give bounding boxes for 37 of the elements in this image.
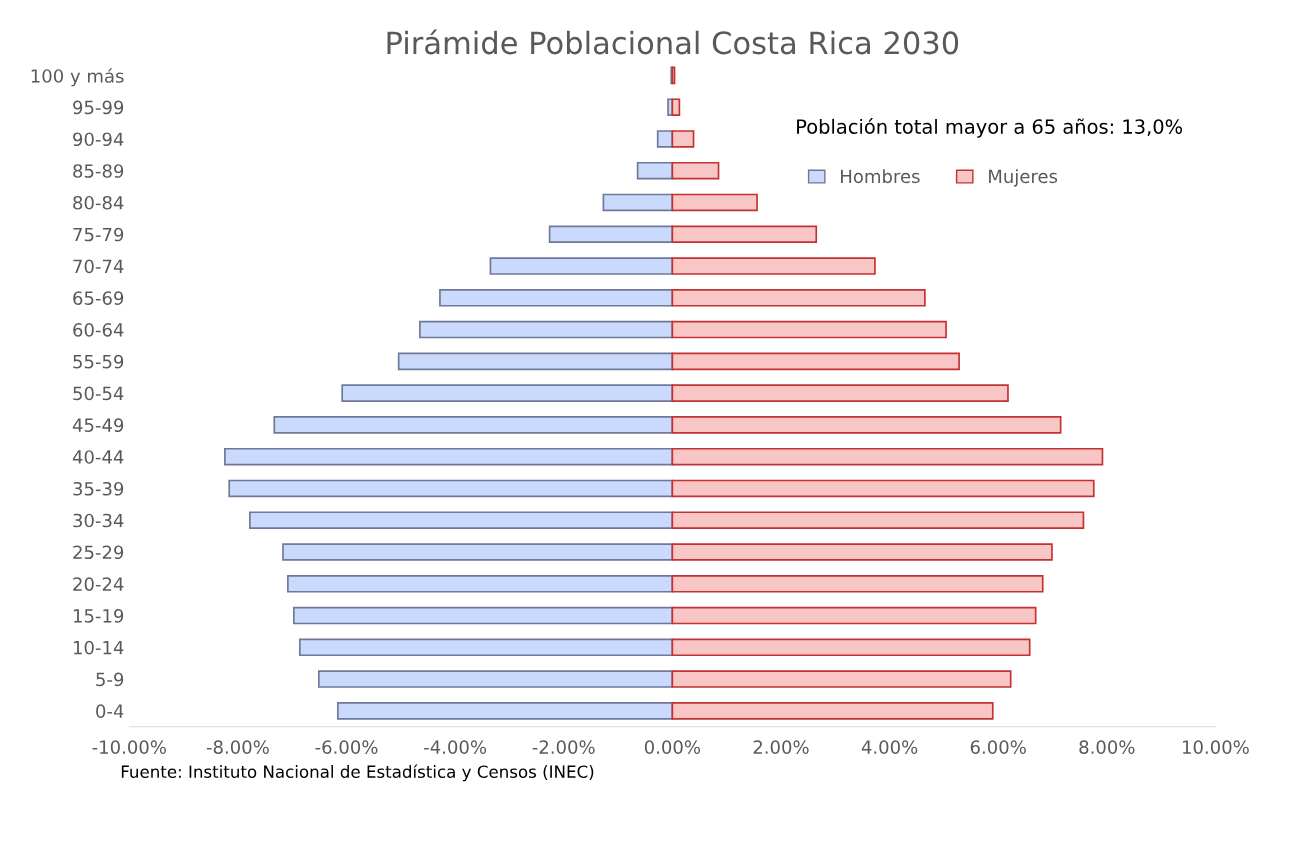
y-tick-label: 60-64 <box>73 323 124 337</box>
chart-title: Pirámide Poblacional Costa Rica 2030 <box>387 29 959 55</box>
source-note: Fuente: Instituto Nacional de Estadística y Censos (INEC) <box>121 764 594 782</box>
x-tick-label: 10.00% <box>1182 740 1249 754</box>
y-tick-label: 90-94 <box>73 132 124 147</box>
y-tick-label: 5-9 <box>96 672 124 687</box>
y-tick-label: 75-79 <box>73 227 124 242</box>
y-tick-label: 10-14 <box>73 640 124 655</box>
x-tick-label: -10.00% <box>92 740 166 754</box>
legend-label: Mujeres <box>989 169 1058 187</box>
y-tick-label: 55-59 <box>73 354 124 369</box>
x-tick-label: 4.00% <box>861 740 918 754</box>
y-tick-label: 50-54 <box>73 386 124 401</box>
x-tick-label: 0.00% <box>644 740 701 754</box>
y-tick-label: 25-29 <box>73 545 124 560</box>
y-tick-label: 70-74 <box>73 259 124 274</box>
x-tick-label: -8.00% <box>206 740 269 754</box>
y-tick-label: 40-44 <box>72 450 124 464</box>
x-tick-label: -6.00% <box>315 740 378 754</box>
y-tick-label: 65-69 <box>73 291 124 305</box>
y-tick-label: 30-34 <box>73 513 124 528</box>
x-tick-label: 8.00% <box>1079 740 1135 754</box>
x-tick-label: -2.00% <box>532 740 595 754</box>
y-tick-label: 20-24 <box>73 577 124 591</box>
y-tick-label: 45-49 <box>72 418 124 433</box>
x-tick-label: 2.00% <box>753 740 809 754</box>
legend-label: Hombres <box>841 169 920 184</box>
y-tick-label: 0-4 <box>96 704 124 718</box>
y-tick-label: 85-89 <box>73 164 124 178</box>
y-tick-label: 80-84 <box>73 195 124 210</box>
y-tick-label: 95-99 <box>73 100 124 115</box>
y-tick-label: 35-39 <box>73 481 124 496</box>
y-tick-label: 15-19 <box>73 609 124 623</box>
x-tick-label: 6.00% <box>970 740 1026 754</box>
y-tick-label: 100 y más <box>31 68 124 87</box>
x-tick-label: -4.00% <box>424 740 487 754</box>
annotation: Población total mayor a 65 años: 13,0% <box>797 118 1183 138</box>
